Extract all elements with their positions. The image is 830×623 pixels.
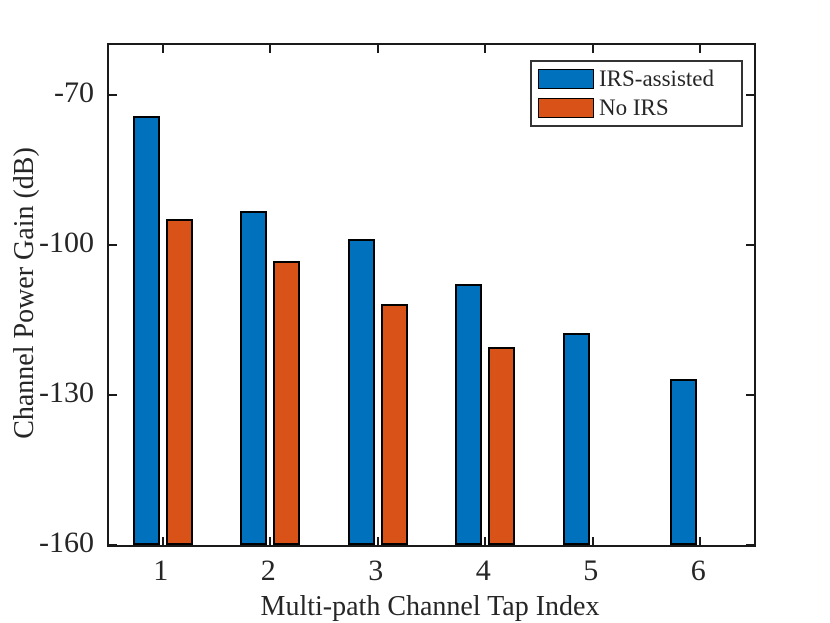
x-tick-bottom xyxy=(161,537,164,545)
bar-irs-assisted-tap-6 xyxy=(670,379,698,545)
x-tick-label-4: 4 xyxy=(475,554,491,587)
x-tick-top xyxy=(161,45,164,53)
y-tick-left xyxy=(109,94,117,96)
legend-swatch-irs-assisted xyxy=(538,69,594,89)
x-tick-top xyxy=(376,45,379,53)
y-tick-right xyxy=(746,394,754,396)
legend-swatch-no-irs xyxy=(538,98,594,118)
x-tick-bottom xyxy=(591,537,594,545)
y-tick-right xyxy=(746,94,754,96)
legend-label-irs-assisted: IRS-assisted xyxy=(599,66,714,91)
x-tick-top xyxy=(484,45,487,53)
legend: IRS-assisted No IRS xyxy=(530,60,743,127)
y-tick-left xyxy=(109,394,117,396)
bar-no-irs-tap-4 xyxy=(488,346,516,545)
bar-irs-assisted-tap-3 xyxy=(347,238,375,545)
legend-label-no-irs: No IRS xyxy=(599,95,669,120)
x-tick-top xyxy=(699,45,702,53)
y-tick-label--100: -100 xyxy=(39,226,94,259)
bar-irs-assisted-tap-5 xyxy=(562,332,590,545)
bar-irs-assisted-tap-4 xyxy=(455,283,483,545)
x-tick-bottom xyxy=(269,537,272,545)
y-tick-label--70: -70 xyxy=(54,76,94,109)
x-tick-label-1: 1 xyxy=(153,554,169,587)
x-tick-label-5: 5 xyxy=(583,554,599,587)
legend-item-irs-assisted: IRS-assisted xyxy=(538,67,741,91)
x-tick-label-6: 6 xyxy=(690,554,706,587)
y-tick-left xyxy=(109,544,117,546)
bar-irs-assisted-tap-1 xyxy=(132,116,160,545)
x-tick-bottom xyxy=(699,537,702,545)
x-tick-bottom xyxy=(484,537,487,545)
x-tick-bottom xyxy=(376,537,379,545)
y-tick-left xyxy=(109,244,117,246)
bar-no-irs-tap-2 xyxy=(273,261,301,545)
y-tick-right xyxy=(746,244,754,246)
x-tick-label-3: 3 xyxy=(368,554,384,587)
bar-no-irs-tap-3 xyxy=(380,303,408,545)
y-tick-label--160: -160 xyxy=(39,526,94,559)
y-tick-right xyxy=(746,544,754,546)
y-tick-label--130: -130 xyxy=(39,376,94,409)
legend-item-no-irs: No IRS xyxy=(538,96,741,120)
bar-irs-assisted-tap-2 xyxy=(240,211,268,545)
x-tick-label-2: 2 xyxy=(260,554,276,587)
x-tick-top xyxy=(269,45,272,53)
x-axis-label: Multi-path Channel Tap Index xyxy=(260,591,600,622)
x-tick-top xyxy=(591,45,594,53)
bar-no-irs-tap-1 xyxy=(165,218,193,545)
plot-area xyxy=(107,43,756,547)
